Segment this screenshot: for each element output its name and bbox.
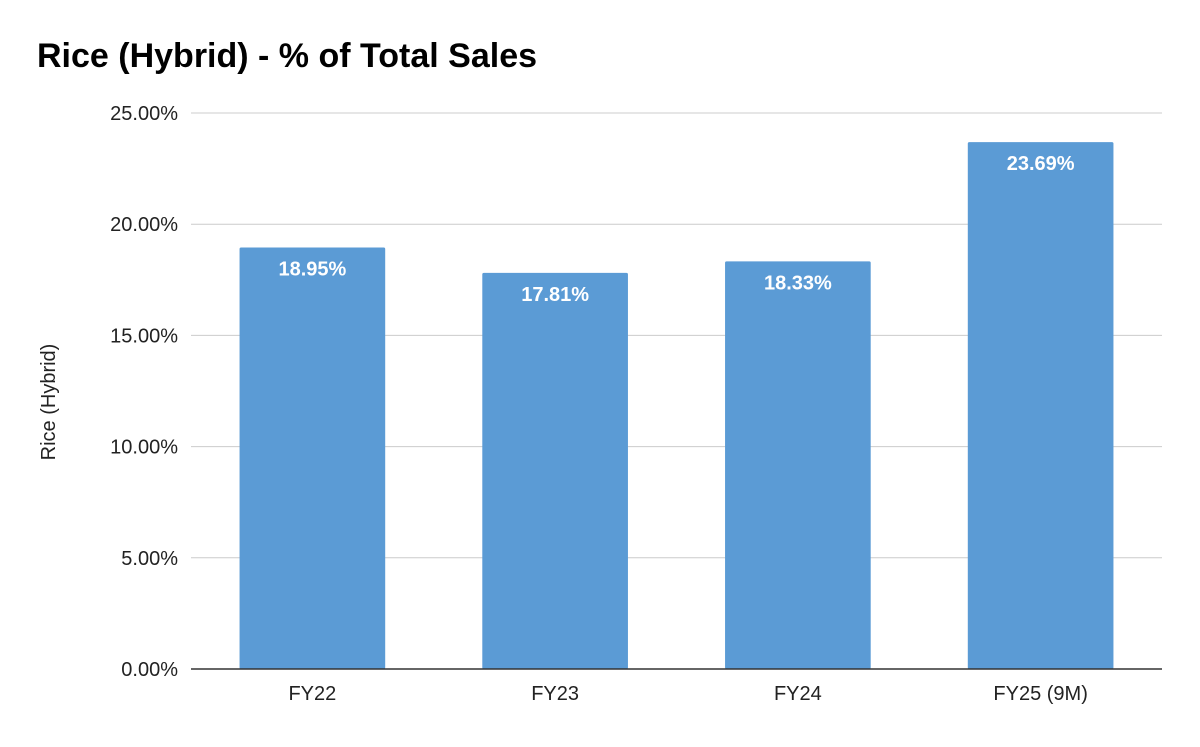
bar [967, 142, 1114, 669]
bar [239, 247, 386, 669]
data-label: 17.81% [521, 284, 589, 306]
x-tick-label: FY24 [774, 683, 822, 705]
y-tick-label: 10.00% [110, 437, 178, 459]
y-axis-title: Rice (Hybrid) [38, 344, 60, 461]
bar [482, 272, 628, 669]
y-tick-label: 25.00% [110, 103, 178, 125]
data-label: 18.33% [764, 272, 832, 294]
chart-title: Rice (Hybrid) - % of Total Sales [37, 37, 537, 75]
bar [725, 261, 871, 669]
y-tick-label: 20.00% [110, 214, 178, 236]
data-label: 23.69% [1007, 153, 1075, 175]
y-tick-label: 5.00% [121, 548, 178, 570]
y-tick-label: 15.00% [110, 325, 178, 347]
x-axis-tick-labels: FY22 FY23 FY24 FY25 (9M) [288, 683, 1087, 705]
bars [239, 142, 1114, 669]
x-tick-label: FY23 [531, 683, 579, 705]
x-tick-label: FY25 (9M) [993, 683, 1087, 705]
data-labels: 18.95% 17.81% 18.33% 23.69% [278, 153, 1074, 306]
y-tick-label: 0.00% [121, 659, 178, 681]
data-label: 18.95% [278, 259, 346, 281]
y-axis-tick-labels: 0.00% 5.00% 10.00% 15.00% 20.00% 25.00% [110, 103, 178, 681]
x-tick-label: FY22 [288, 683, 336, 705]
